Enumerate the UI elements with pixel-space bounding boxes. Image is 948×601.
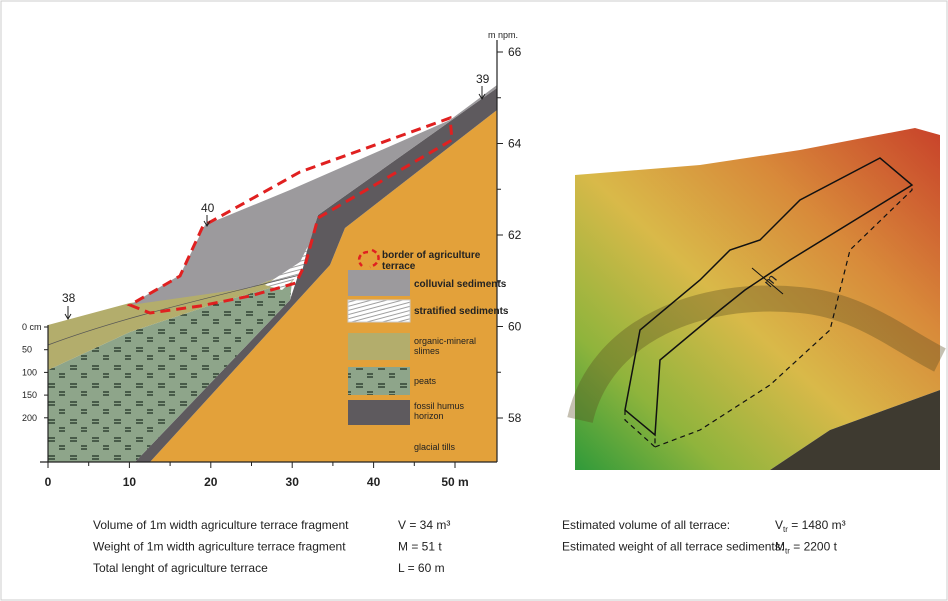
legend-label: glacial tills: [414, 442, 456, 452]
depth-tick-label: 0 cm: [22, 322, 42, 332]
legend-swatch: [348, 367, 410, 395]
depth-tick-label: 50: [22, 345, 32, 355]
y-tick-label: 64: [508, 137, 522, 151]
stat-label: Total lenght of agriculture terrace: [93, 561, 268, 575]
legend-swatch: [348, 400, 410, 425]
depth-tick-label: 100: [22, 367, 37, 377]
terrain-model: m: [575, 128, 940, 470]
x-tick-label: 10: [123, 475, 137, 489]
point-label: 38: [62, 291, 76, 305]
stat-value: L = 60 m: [398, 561, 445, 575]
y-tick-label: 60: [508, 320, 522, 334]
stat-value: V = 34 m³: [398, 518, 450, 532]
y-tick-label: 66: [508, 45, 522, 59]
stat-value: Mtr = 2200 t: [775, 540, 838, 556]
stat-value: M = 51 t: [398, 540, 442, 554]
stat-symbol: M: [775, 540, 785, 554]
stat-number: = 1480 m³: [788, 518, 846, 532]
legend-label: stratified sediments: [414, 306, 509, 317]
x-tick-label: 30: [286, 475, 300, 489]
x-tick-label: 40: [367, 475, 381, 489]
stat-label: Volume of 1m width agriculture terrace f…: [93, 518, 349, 532]
page: 0 10 20 30 40 50 m 66 64 62 60 58 0 cm 50 100 150 200 m…: [0, 0, 948, 601]
legend-label: colluvial sediments: [414, 279, 507, 290]
x-tick-label: 0: [45, 475, 52, 489]
legend-swatch: [348, 333, 410, 360]
x-tick-label: 50 m: [441, 475, 468, 489]
depth-tick-label: 150: [22, 390, 37, 400]
legend-label: peats: [414, 376, 437, 386]
figure: 0 10 20 30 40 50 m 66 64 62 60 58 0 cm 50 100 150 200 m…: [0, 0, 948, 601]
y-tick-label: 62: [508, 228, 522, 242]
stat-symbol: V: [775, 518, 783, 532]
elevation-unit: m npm.: [488, 30, 518, 40]
legend-swatch: [348, 300, 410, 322]
stat-label: Estimated weight of all terrace sediment…: [562, 540, 784, 554]
legend-swatch: [348, 270, 410, 296]
legend-swatch: [348, 433, 410, 458]
y-tick-label: 58: [508, 411, 522, 425]
stat-label: Weight of 1m width agriculture terrace f…: [93, 540, 346, 554]
x-tick-label: 20: [204, 475, 218, 489]
stat-label: Estimated volume of all terrace:: [562, 518, 730, 532]
stat-number: = 2200 t: [790, 540, 838, 554]
point-label: 39: [476, 72, 490, 86]
point-label: 40: [201, 201, 215, 215]
depth-tick-label: 200: [22, 413, 37, 423]
